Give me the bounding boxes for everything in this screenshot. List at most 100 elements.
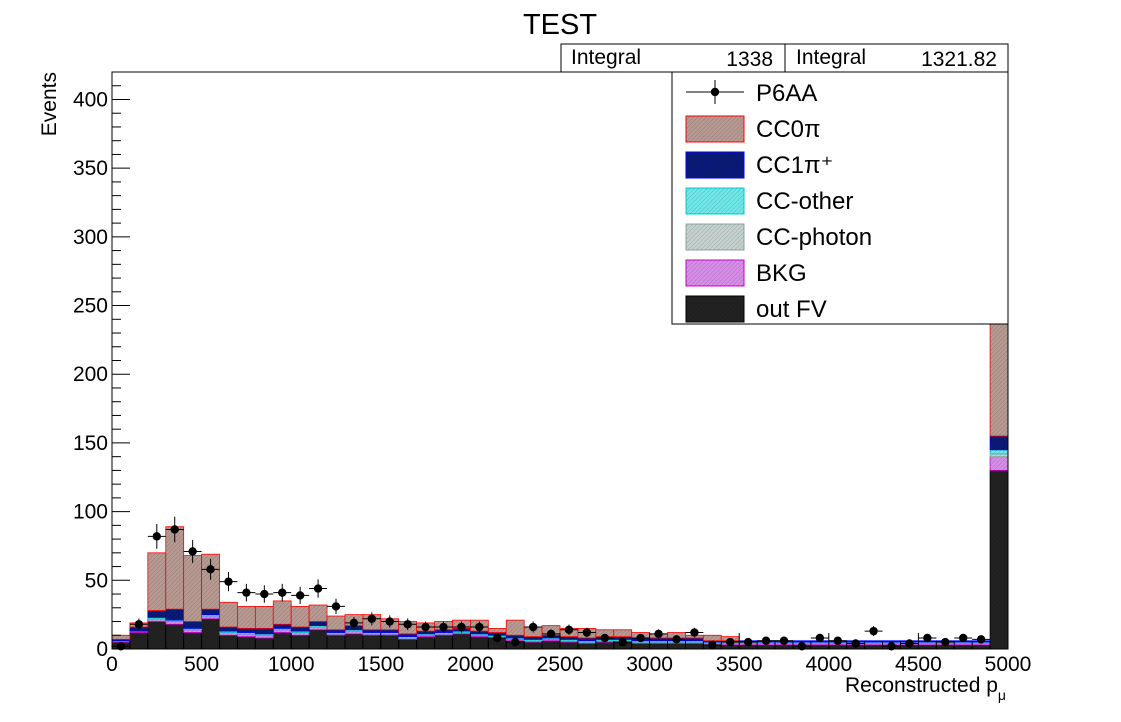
x-tick-label: 3000 — [626, 653, 673, 676]
bar-hatch-cc-other — [362, 632, 381, 634]
bar-hatch-out-fv — [864, 644, 883, 649]
data-point — [344, 616, 363, 629]
data-point-marker — [493, 633, 502, 643]
bar-hatch-cc1 — [864, 640, 883, 643]
bar-hatch-out-fv — [398, 639, 417, 649]
bar-hatch-cc-other — [577, 640, 596, 643]
y-tick-label: 200 — [73, 363, 108, 386]
bar-hatch-bkg — [577, 642, 596, 644]
bar-hatch-cc1 — [237, 628, 256, 633]
data-point-marker — [421, 622, 430, 632]
legend-entry-cc0: CC0π — [685, 115, 821, 143]
bar-hatch-bkg — [273, 629, 292, 633]
bar-hatch-bkg — [344, 631, 363, 634]
data-point — [667, 635, 686, 644]
data-point — [201, 558, 220, 580]
y-tick-label: 350 — [73, 157, 108, 180]
x-tick-label: 2500 — [537, 653, 584, 676]
data-point — [703, 640, 722, 650]
data-point-marker — [869, 626, 878, 636]
data-point — [524, 621, 543, 633]
legend-entry-cc-photon: CC-photon — [685, 223, 872, 251]
bar-hatch-bkg — [864, 643, 883, 645]
data-point — [129, 618, 148, 631]
legend-label: CC-other — [756, 188, 853, 215]
bar-hatch-cc1 — [112, 639, 130, 641]
bar-hatch-out-fv — [757, 644, 776, 649]
data-point — [936, 637, 955, 647]
data-point — [900, 639, 919, 648]
bar-hatch-bkg — [291, 632, 310, 636]
y-tick-label: 0 — [96, 638, 108, 661]
bar-hatch-cc-other — [219, 631, 238, 633]
bar-hatch-cc0 — [595, 629, 614, 637]
data-point-marker — [528, 622, 538, 632]
bar-hatch-out-fv — [327, 635, 345, 649]
plot-area: 0 500 1000 1500 2000 2500 3000 3500 4000 4500 5000… — [73, 71, 1031, 676]
x-tick-label: 3500 — [716, 653, 763, 676]
data-point — [685, 627, 704, 638]
bar-hatch-cc-other — [918, 642, 937, 644]
bar-hatch-bkg — [327, 633, 345, 636]
data-point-marker — [152, 532, 161, 541]
x-axis-label-main: Reconstructed p — [845, 674, 998, 697]
bar-hatch-out-fv — [309, 629, 328, 649]
bar-hatch-out-fv — [291, 635, 310, 649]
bar-hatch-out-fv — [129, 632, 148, 649]
bar-hatch-cc1 — [255, 628, 274, 634]
data-point-marker — [905, 639, 914, 648]
bar-hatch-cc-other — [344, 629, 363, 632]
data-point — [362, 612, 381, 626]
bar-hatch-bkg — [542, 639, 560, 641]
data-point — [112, 642, 130, 651]
legend-marker-dot — [710, 87, 720, 97]
bar-hatch-out-fv — [828, 644, 847, 649]
bar-hatch-bkg — [954, 643, 973, 645]
bar-hatch-cc1 — [685, 638, 704, 641]
data-point-marker — [779, 636, 789, 645]
bar-hatch-bkg — [147, 618, 166, 622]
bar-hatch-cc1 — [327, 629, 345, 633]
bar-hatch-bkg — [112, 640, 130, 643]
stats-label-2: Integral — [796, 46, 866, 69]
bar-hatch-cc1 — [273, 624, 292, 629]
bar-hatch-out-fv — [237, 636, 256, 649]
bar-hatch-cc-other — [327, 632, 345, 634]
legend-label: CC-photon — [756, 224, 872, 251]
bar-hatch-cc-other — [255, 633, 274, 636]
bar-hatch-cc-other — [183, 628, 202, 630]
legend-entry-out-fv: out FV — [685, 295, 827, 323]
data-point-marker — [295, 591, 305, 600]
data-point-marker — [851, 639, 860, 648]
bar-hatch-out-fv — [380, 635, 399, 649]
bar-hatch-cc1 — [882, 640, 901, 643]
bar-hatch-bkg — [362, 633, 381, 636]
data-point-marker — [761, 636, 771, 645]
bar-hatch-cc1 — [990, 436, 1008, 450]
y-tick-label: 150 — [73, 432, 108, 455]
data-point — [398, 618, 417, 631]
bar-hatch-cc-other — [649, 640, 668, 643]
data-point — [954, 633, 973, 643]
bar-hatch-bkg — [237, 633, 256, 637]
bar-hatch-cc-other — [434, 632, 453, 634]
data-point-marker — [349, 618, 359, 628]
legend-label: CC1π⁺ — [756, 152, 833, 179]
bar-hatch-cc0 — [291, 606, 310, 628]
stats-value-2: 1321.82 — [921, 48, 997, 71]
bar-hatch-cc-other — [524, 639, 543, 641]
data-point — [255, 585, 274, 603]
bar-hatch-bkg — [918, 643, 937, 645]
data-point — [882, 642, 901, 651]
bar-hatch-bkg — [183, 629, 202, 633]
data-point — [542, 629, 560, 639]
data-point-marker — [690, 628, 699, 637]
data-point — [291, 586, 310, 605]
bar-hatch-bkg — [398, 638, 417, 640]
data-point-marker — [743, 637, 753, 647]
bar-hatch-cc1 — [380, 629, 399, 633]
bar-hatch-bkg — [452, 632, 471, 634]
bar-hatch-out-fv — [219, 635, 238, 649]
legend-swatch-hatch — [686, 152, 744, 178]
x-axis-label: Reconstructed pμ — [845, 674, 1006, 703]
